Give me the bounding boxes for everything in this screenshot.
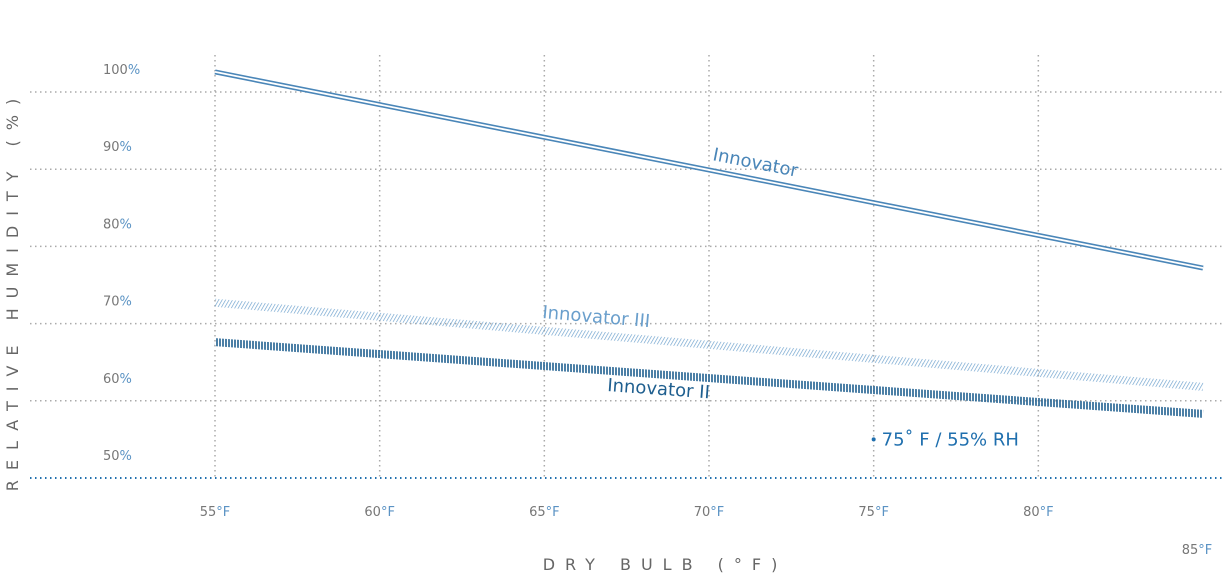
y-tick-number: 100 bbox=[103, 63, 128, 78]
x-tick-number: 70 bbox=[694, 505, 711, 520]
series-band bbox=[214, 298, 1204, 391]
x-tick-unit: °F bbox=[710, 505, 724, 520]
x-tick-label: 65°F bbox=[529, 505, 560, 520]
x-tick-label: 60°F bbox=[364, 505, 395, 520]
x-tick-number: 80 bbox=[1023, 505, 1040, 520]
y-tick-unit: % bbox=[120, 372, 132, 387]
x-tick-label: 55°F bbox=[200, 505, 231, 520]
x-tick-unit: °F bbox=[1198, 543, 1212, 558]
x-tick-label: 75°F bbox=[858, 505, 889, 520]
y-tick-number: 90 bbox=[103, 140, 120, 155]
y-tick-label: 70% bbox=[103, 295, 132, 310]
y-axis-title: RELATIVE HUMIDITY (%) bbox=[3, 89, 22, 491]
x-tick-label: 80°F bbox=[1023, 505, 1054, 520]
y-tick-unit: % bbox=[128, 63, 140, 78]
x-tick-unit: °F bbox=[216, 505, 230, 520]
series-label: Innovator III bbox=[542, 302, 651, 332]
y-tick-number: 60 bbox=[103, 372, 120, 387]
x-tick-number: 65 bbox=[529, 505, 546, 520]
y-tick-label: 80% bbox=[103, 217, 132, 232]
annotation-text: 75˚ F / 55% RH bbox=[882, 429, 1019, 450]
x-tick-unit: °F bbox=[1040, 505, 1054, 520]
y-tick-unit: % bbox=[120, 449, 132, 464]
x-tick-label: 70°F bbox=[694, 505, 725, 520]
y-tick-label: 50% bbox=[103, 449, 132, 464]
y-tick-unit: % bbox=[120, 295, 132, 310]
y-tick-label: 100% bbox=[103, 63, 140, 78]
x-tick-number: 60 bbox=[364, 505, 381, 520]
x-tick-unit: °F bbox=[546, 505, 560, 520]
x-tick-number: 75 bbox=[858, 505, 875, 520]
x-tick-unit: °F bbox=[381, 505, 395, 520]
y-tick-unit: % bbox=[120, 140, 132, 155]
series-line-inner bbox=[214, 71, 1204, 269]
series-band bbox=[214, 338, 1204, 418]
x-axis-title: DRY BULB (°F) bbox=[543, 555, 788, 574]
y-tick-label: 90% bbox=[103, 140, 132, 155]
annotation-point bbox=[871, 437, 876, 442]
y-tick-number: 50 bbox=[103, 449, 120, 464]
x-tick-label: 85°F bbox=[1182, 543, 1213, 558]
x-tick-unit: °F bbox=[875, 505, 889, 520]
y-tick-number: 80 bbox=[103, 217, 120, 232]
x-tick-number: 85 bbox=[1182, 543, 1199, 558]
series-label: Innovator bbox=[711, 144, 800, 182]
y-tick-label: 60% bbox=[103, 372, 132, 387]
y-tick-number: 70 bbox=[103, 295, 120, 310]
x-tick-number: 55 bbox=[200, 505, 217, 520]
y-tick-unit: % bbox=[120, 217, 132, 232]
